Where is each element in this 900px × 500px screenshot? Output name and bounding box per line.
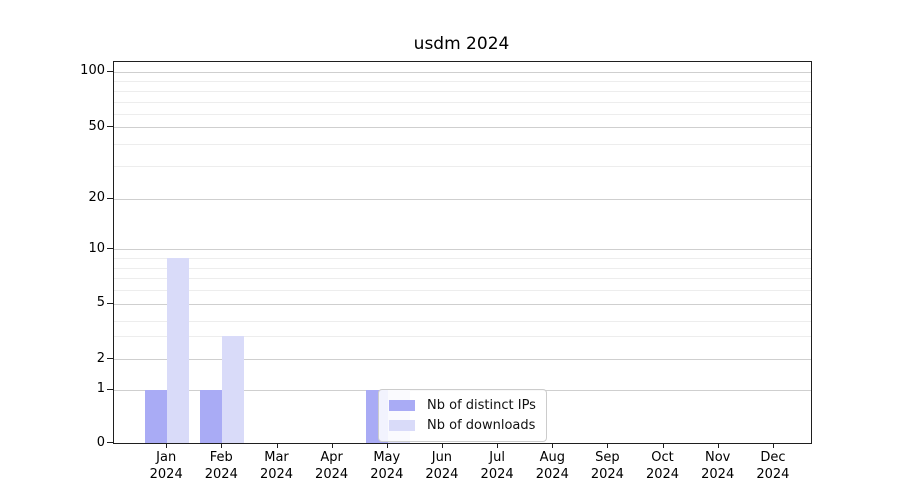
y-tick-label: 2 [96,350,105,366]
y-gridline-major [114,249,811,251]
x-tick-year: 2024 [535,467,569,482]
x-tick-label: Dec 2024 [743,449,803,483]
legend-label: Nb of distinct IPs [427,398,536,413]
x-tick-month: Apr [320,450,343,465]
x-tick-label: Feb 2024 [191,449,251,483]
bar-downloads [167,258,190,443]
x-tick-month: May [373,450,401,465]
plot-area [113,61,812,444]
y-tick-label: 1 [96,381,105,397]
x-tick-year: 2024 [370,467,404,482]
y-gridline-minor [114,258,811,260]
y-tick-mark [107,358,113,360]
x-tick-month: Aug [539,450,565,465]
y-gridline-major [114,198,811,200]
legend-swatch-icon [389,400,415,411]
y-gridline-major [114,303,811,305]
x-tick-label: Mar 2024 [247,449,307,483]
x-tick-month: Dec [760,450,786,465]
x-tick-month: Nov [705,450,731,465]
y-tick-mark [107,197,113,199]
y-tick-label: 5 [96,295,105,311]
y-gridline-major [114,127,811,128]
y-tick-label: 0 [96,434,105,450]
y-tick-mark [107,388,113,390]
y-gridline-minor [114,335,811,337]
x-tick-mark [221,443,223,448]
y-gridline-minor [114,166,811,168]
x-tick-mark [497,443,499,448]
x-tick-month: Mar [264,450,289,465]
legend-label: Nb of downloads [427,418,536,433]
bar-distinct-ips [200,389,223,443]
x-tick-mark [717,443,719,448]
x-tick-mark [552,443,554,448]
chart-title: usdm 2024 [413,34,510,54]
x-tick-label: Nov 2024 [688,449,748,483]
y-tick-label: 10 [88,240,105,256]
y-tick-label: 20 [88,190,105,205]
y-gridline-minor [114,267,811,269]
x-tick-month: Sep [595,450,620,465]
x-tick-mark [662,443,664,448]
x-tick-year: 2024 [315,467,349,482]
y-gridline-minor [114,91,811,92]
x-tick-mark [386,443,388,448]
bar-downloads [222,335,245,443]
y-tick-mark [107,442,113,443]
legend: Nb of distinct IPs Nb of downloads [378,389,547,442]
x-tick-label: Jul 2024 [467,449,527,483]
legend-row: Nb of downloads [389,418,536,433]
x-tick-mark [331,443,333,448]
y-gridline-minor [114,290,811,292]
y-tick-mark [107,302,113,304]
x-tick-label: Oct 2024 [633,449,693,483]
x-tick-month: Feb [209,450,233,465]
y-tick-mark [107,70,113,72]
y-gridline-minor [114,320,811,322]
x-tick-label: Apr 2024 [302,449,362,483]
x-tick-year: 2024 [480,467,514,482]
y-gridline-minor [114,144,811,146]
x-tick-year: 2024 [149,467,183,482]
x-tick-year: 2024 [701,467,735,482]
x-tick-label: May 2024 [357,449,417,483]
x-tick-year: 2024 [204,467,238,482]
y-tick-label: 100 [80,63,105,79]
x-tick-year: 2024 [425,467,459,482]
x-tick-month: Jul [489,450,505,465]
bar-distinct-ips [145,389,168,443]
x-tick-year: 2024 [259,467,294,482]
y-tick-mark [107,126,113,127]
legend-swatch-icon [389,420,415,431]
x-tick-mark [166,443,168,448]
y-gridline-minor [114,278,811,280]
y-tick-mark [107,248,113,250]
y-gridline-minor [114,113,811,115]
x-tick-month: Jun [431,450,453,465]
x-tick-label: Jun 2024 [412,449,472,483]
x-tick-mark [276,443,278,448]
y-gridline-major [114,359,811,361]
x-tick-mark [772,443,774,448]
x-tick-mark [441,443,443,448]
y-tick-label: 50 [88,118,105,134]
x-tick-label: Sep 2024 [577,449,637,483]
x-tick-mark [607,443,609,448]
y-gridline-minor [114,81,811,82]
legend-row: Nb of distinct IPs [389,398,536,413]
x-tick-year: 2024 [756,467,790,482]
x-tick-label: Aug 2024 [522,449,582,483]
x-tick-label: Jan 2024 [136,449,196,483]
x-tick-month: Oct [651,450,674,465]
x-tick-month: Jan [156,450,177,465]
y-gridline-minor [114,101,811,103]
x-tick-year: 2024 [590,467,624,482]
x-tick-year: 2024 [645,467,680,482]
y-gridline-major [114,71,811,73]
